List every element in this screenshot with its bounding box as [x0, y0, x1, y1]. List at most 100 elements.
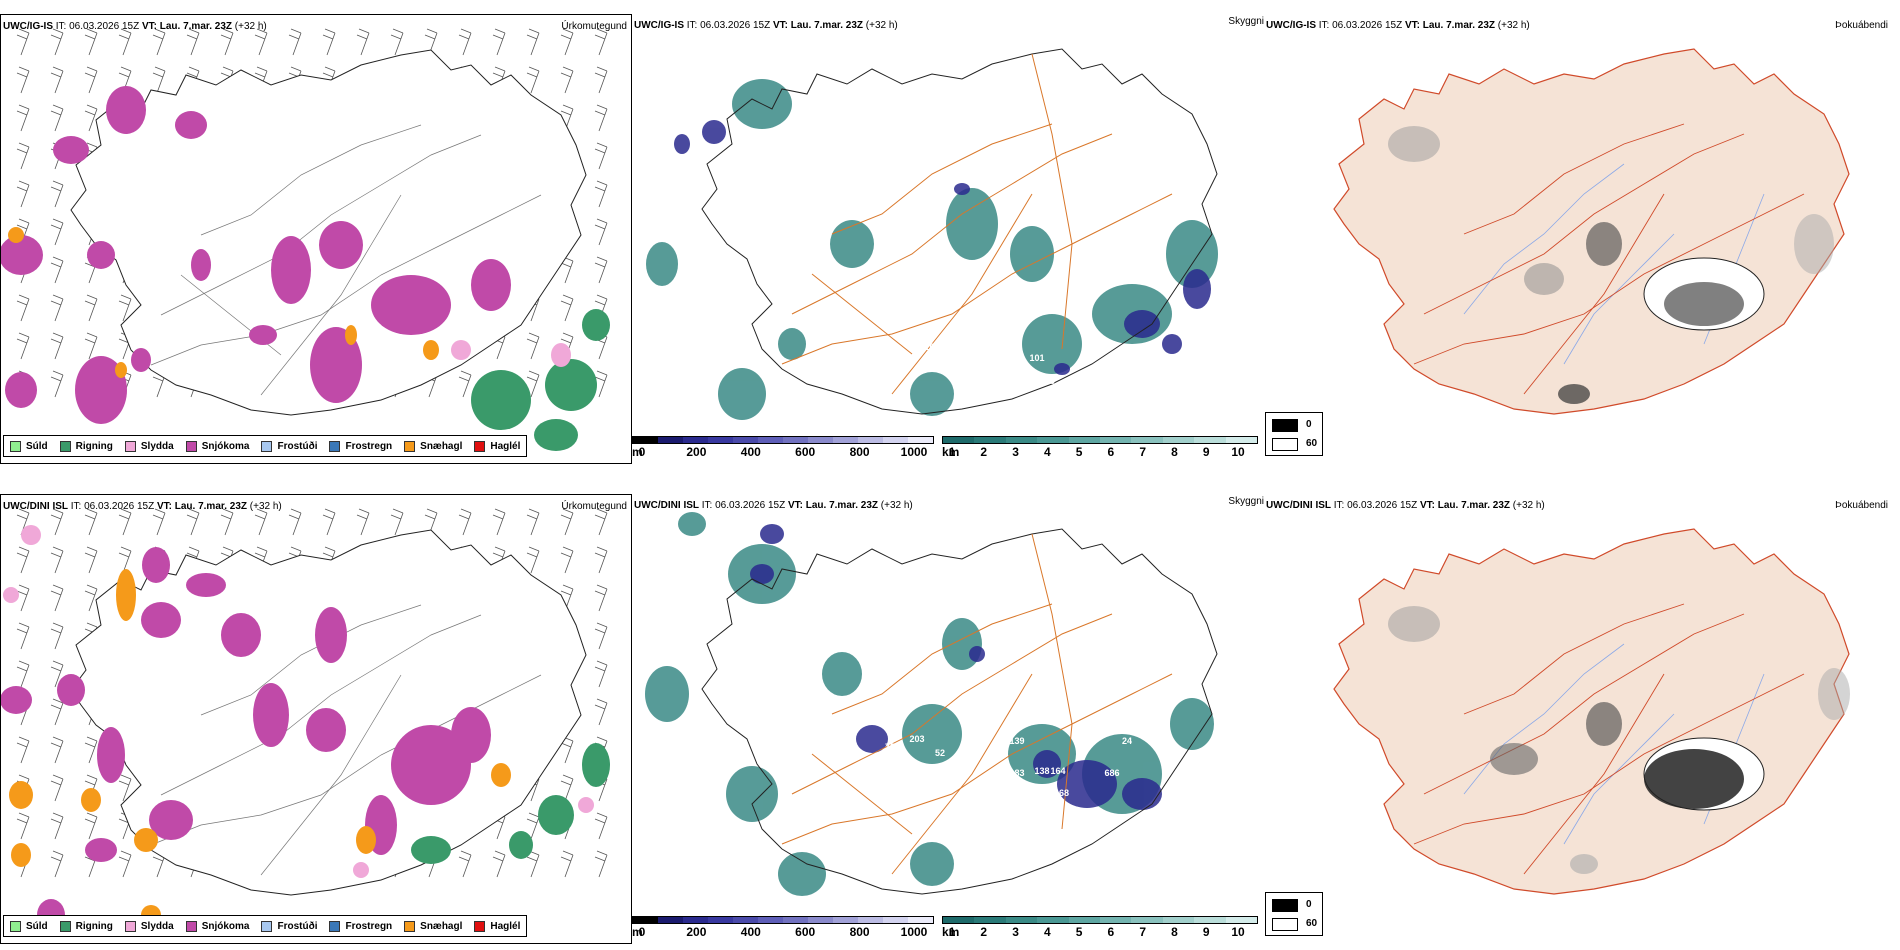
wind-barb	[50, 622, 64, 650]
ceiling-label: 220	[874, 362, 889, 372]
vt-label: VT:	[772, 20, 788, 31]
wind-barb	[594, 256, 608, 284]
wind-barb	[560, 850, 574, 878]
wind-barb	[50, 332, 64, 360]
ceiling-colorbar-tick: 0	[638, 445, 646, 459]
wind-barb	[50, 812, 64, 840]
legend-item: Rigning	[59, 920, 113, 932]
wind-barb	[84, 104, 98, 132]
wind-barb	[50, 294, 64, 322]
panel-title: Skyggni	[1228, 496, 1264, 507]
wind-barb	[594, 28, 608, 56]
visibility-colorbar-tick: 9	[1202, 445, 1210, 459]
legend-label: Frostregn	[345, 920, 393, 932]
ceiling-label: 63	[1082, 416, 1092, 426]
ceiling-colorbar-swatch	[908, 917, 933, 923]
ceiling-label: 146	[752, 672, 767, 682]
lead-time: (+32 h)	[234, 21, 267, 32]
model-name: UWC/IG-IS	[634, 20, 684, 31]
ceiling-colorbar-swatch	[633, 437, 658, 443]
wind-barb	[186, 508, 200, 536]
wind-barb	[50, 508, 64, 536]
legend-swatch	[59, 440, 71, 452]
ceiling-colorbar-swatch	[833, 917, 858, 923]
wind-barb	[16, 584, 30, 612]
fog-legend-low: 60	[1306, 438, 1318, 449]
low-ceiling-areas	[750, 524, 1162, 810]
wind-barb	[288, 508, 302, 536]
ceiling-colorbar-swatch	[708, 437, 733, 443]
wind-barb	[118, 546, 132, 574]
wind-barb	[16, 142, 30, 170]
precip-legend: Súld Rigning Slydda Snjókoma Frostúði Frostre…	[3, 915, 528, 937]
visibility-colorbar-swatch	[1037, 917, 1069, 923]
wind-barb	[560, 294, 574, 322]
vt-value: Lau. 7.mar. 23Z	[1422, 20, 1496, 31]
fog-legend-swatch-low	[1272, 438, 1298, 451]
sleet-areas	[451, 340, 571, 367]
legend-swatch	[329, 920, 341, 932]
it-value: 06.03.2026 15Z	[715, 500, 786, 511]
wind-barb	[50, 28, 64, 56]
ceiling-label: 68	[1059, 788, 1069, 798]
wind-barb	[492, 28, 506, 56]
visibility-colorbar-tick: 4	[1043, 925, 1051, 939]
wind-barb	[50, 218, 64, 246]
ceiling-colorbar-swatch	[708, 917, 733, 923]
visibility-colorbar-swatch	[1194, 437, 1226, 443]
visibility-colorbar-swatches	[942, 436, 1258, 444]
legend-item: Frostúði	[261, 920, 317, 932]
legend-label: Súld	[26, 920, 48, 932]
legend-label: Slydda	[140, 440, 174, 452]
visibility-colorbar-tick: 1	[948, 925, 956, 939]
ceiling-colorbar-tick: 200	[686, 925, 707, 939]
precip-panel-top: UWC/IG-IS IT: 06.03.2026 15Z VT: Lau. 7.…	[0, 14, 632, 464]
legend-item: Snæhagl	[404, 440, 462, 452]
precip-map-top	[1, 28, 610, 451]
wind-barb	[594, 546, 608, 574]
ceiling-colorbar-tick: 600	[795, 925, 816, 939]
ceiling-colorbar-tick: 400	[740, 925, 761, 939]
ceiling-label: 24	[1122, 736, 1132, 746]
wind-barb	[16, 622, 30, 650]
wind-barb	[458, 508, 472, 536]
ceiling-label: 101	[924, 342, 939, 352]
it-label: IT:	[55, 21, 67, 32]
legend-swatch	[404, 440, 416, 452]
ceiling-colorbar-swatch	[683, 437, 708, 443]
ceiling-label: 161	[949, 281, 964, 291]
visibility-colorbar-tick: 7	[1139, 925, 1146, 939]
fog-legend-swatch-high	[1272, 419, 1298, 432]
roads	[1413, 603, 1805, 875]
visibility-colorbar-swatch	[1005, 437, 1038, 443]
ceiling-label: 686	[1104, 768, 1119, 778]
legend-swatch	[10, 440, 21, 452]
precip-map-bottom	[1, 508, 610, 931]
ceiling-colorbar-swatch	[858, 917, 883, 923]
wind-barb	[118, 774, 132, 802]
ceiling-label: 303	[1032, 404, 1047, 414]
wind-barb	[220, 508, 234, 536]
rain-areas	[411, 743, 610, 864]
visibility-colorbar-swatch	[1037, 437, 1069, 443]
wind-barb	[390, 28, 404, 56]
wind-barb	[152, 28, 166, 56]
legend-swatch	[474, 440, 486, 452]
legend-label: Súld	[26, 440, 48, 452]
wind-barb	[50, 66, 64, 94]
legend-item: Slydda	[124, 920, 174, 932]
wind-barb	[356, 28, 370, 56]
visibility-panel-bottom: 123 355 146 90 52 610 101 203 75 139 24 183 138 164 68…	[632, 494, 1264, 944]
lead-time: (+32 h)	[1512, 500, 1545, 511]
wind-barb	[16, 736, 30, 764]
legend-item: Haglél	[474, 440, 520, 452]
ceiling-label: 90	[727, 678, 737, 688]
wind-barb	[50, 546, 64, 574]
it-label: IT:	[70, 501, 82, 512]
wind-barb	[560, 546, 574, 574]
legend-label: Frostregn	[345, 440, 393, 452]
visibility-colorbar-swatch	[1131, 917, 1163, 923]
wind-barb	[50, 774, 64, 802]
wind-barb	[50, 660, 64, 688]
ceiling-labels: 741 141 133 290 161 101 326 101 220 110 59 227 303 63…	[664, 224, 1092, 464]
